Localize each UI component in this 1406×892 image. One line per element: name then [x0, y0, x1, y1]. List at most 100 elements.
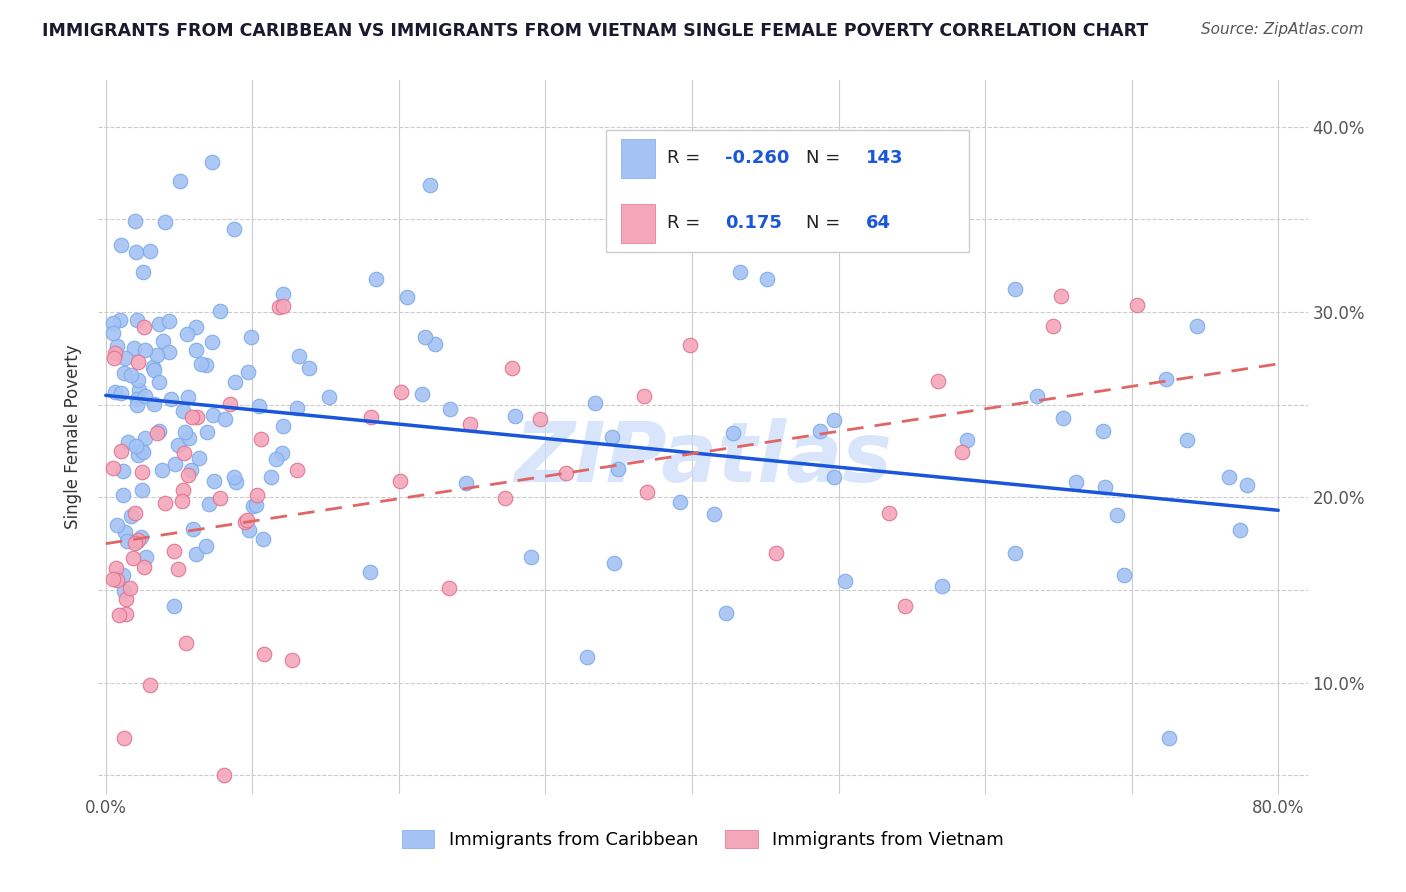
Point — [249, 432, 271, 446]
Point — [359, 565, 381, 579]
Point — [112, 464, 135, 478]
Point — [1112, 568, 1135, 582]
Point — [1159, 731, 1181, 746]
Point — [202, 408, 225, 422]
Point — [146, 348, 169, 362]
Point — [131, 443, 153, 458]
Point — [177, 390, 200, 404]
Point — [201, 155, 224, 169]
Point — [494, 491, 516, 505]
Point — [125, 534, 148, 549]
Point — [1042, 319, 1064, 334]
Point — [678, 338, 700, 352]
Point — [129, 530, 152, 544]
Point — [186, 409, 208, 424]
Point — [110, 385, 132, 400]
Point — [202, 474, 225, 488]
Point — [956, 433, 979, 447]
Text: -0.260: -0.260 — [724, 150, 789, 168]
Point — [894, 599, 917, 614]
Point — [439, 581, 461, 595]
Point — [127, 533, 149, 548]
Point — [808, 424, 831, 438]
Point — [253, 647, 276, 661]
Point — [236, 512, 259, 526]
Y-axis label: Single Female Poverty: Single Female Poverty — [65, 345, 83, 529]
Point — [195, 425, 218, 439]
Point — [105, 339, 128, 353]
Point — [1175, 433, 1198, 447]
Point — [602, 556, 624, 570]
Legend: Immigrants from Caribbean, Immigrants from Vietnam: Immigrants from Caribbean, Immigrants fr… — [395, 822, 1011, 856]
Point — [124, 506, 146, 520]
Point — [176, 326, 198, 341]
Point — [115, 533, 138, 548]
Point — [271, 299, 294, 313]
Point — [224, 375, 246, 389]
Point — [125, 392, 148, 406]
Point — [184, 547, 207, 561]
Point — [281, 653, 304, 667]
Point — [127, 355, 149, 369]
Point — [112, 584, 135, 599]
Point — [576, 650, 599, 665]
Point — [103, 351, 125, 365]
Point — [222, 470, 245, 484]
Text: ZIPatlas: ZIPatlas — [515, 418, 891, 499]
Point — [124, 536, 146, 550]
Point — [142, 363, 165, 377]
Point — [501, 360, 523, 375]
Point — [396, 289, 419, 303]
Point — [150, 463, 173, 477]
Point — [600, 430, 623, 444]
Point — [419, 178, 441, 193]
Point — [439, 401, 461, 416]
Text: 0.175: 0.175 — [724, 214, 782, 232]
Point — [236, 365, 259, 379]
Point — [360, 410, 382, 425]
Point — [194, 539, 217, 553]
Point — [111, 488, 134, 502]
Point — [176, 468, 198, 483]
Point — [1229, 523, 1251, 537]
Point — [163, 544, 186, 558]
Point — [267, 300, 290, 314]
Point — [235, 515, 257, 529]
Point — [139, 678, 162, 692]
Point — [134, 343, 156, 357]
Point — [1236, 477, 1258, 491]
Point — [834, 574, 856, 588]
Point — [364, 271, 387, 285]
Text: 64: 64 — [866, 214, 891, 232]
Point — [458, 417, 481, 432]
Point — [148, 317, 170, 331]
Point — [134, 431, 156, 445]
Point — [104, 346, 127, 360]
Point — [108, 313, 131, 327]
Point — [143, 397, 166, 411]
Point — [318, 390, 340, 404]
Point — [110, 443, 132, 458]
Point — [1156, 372, 1178, 386]
Point — [1092, 425, 1115, 439]
Point — [242, 499, 264, 513]
Point — [131, 483, 153, 498]
Point — [714, 606, 737, 620]
Point — [1064, 475, 1087, 490]
Text: Source: ZipAtlas.com: Source: ZipAtlas.com — [1201, 22, 1364, 37]
Point — [173, 446, 195, 460]
Point — [142, 359, 165, 374]
Point — [1004, 546, 1026, 560]
Text: R =: R = — [666, 150, 706, 168]
Point — [503, 409, 526, 423]
Point — [388, 474, 411, 488]
Point — [187, 450, 209, 465]
Point — [1094, 480, 1116, 494]
Point — [181, 410, 204, 425]
Point — [271, 418, 294, 433]
Point — [112, 366, 135, 380]
Point — [1218, 470, 1240, 484]
Point — [181, 522, 204, 536]
Point — [170, 494, 193, 508]
Point — [285, 463, 308, 477]
